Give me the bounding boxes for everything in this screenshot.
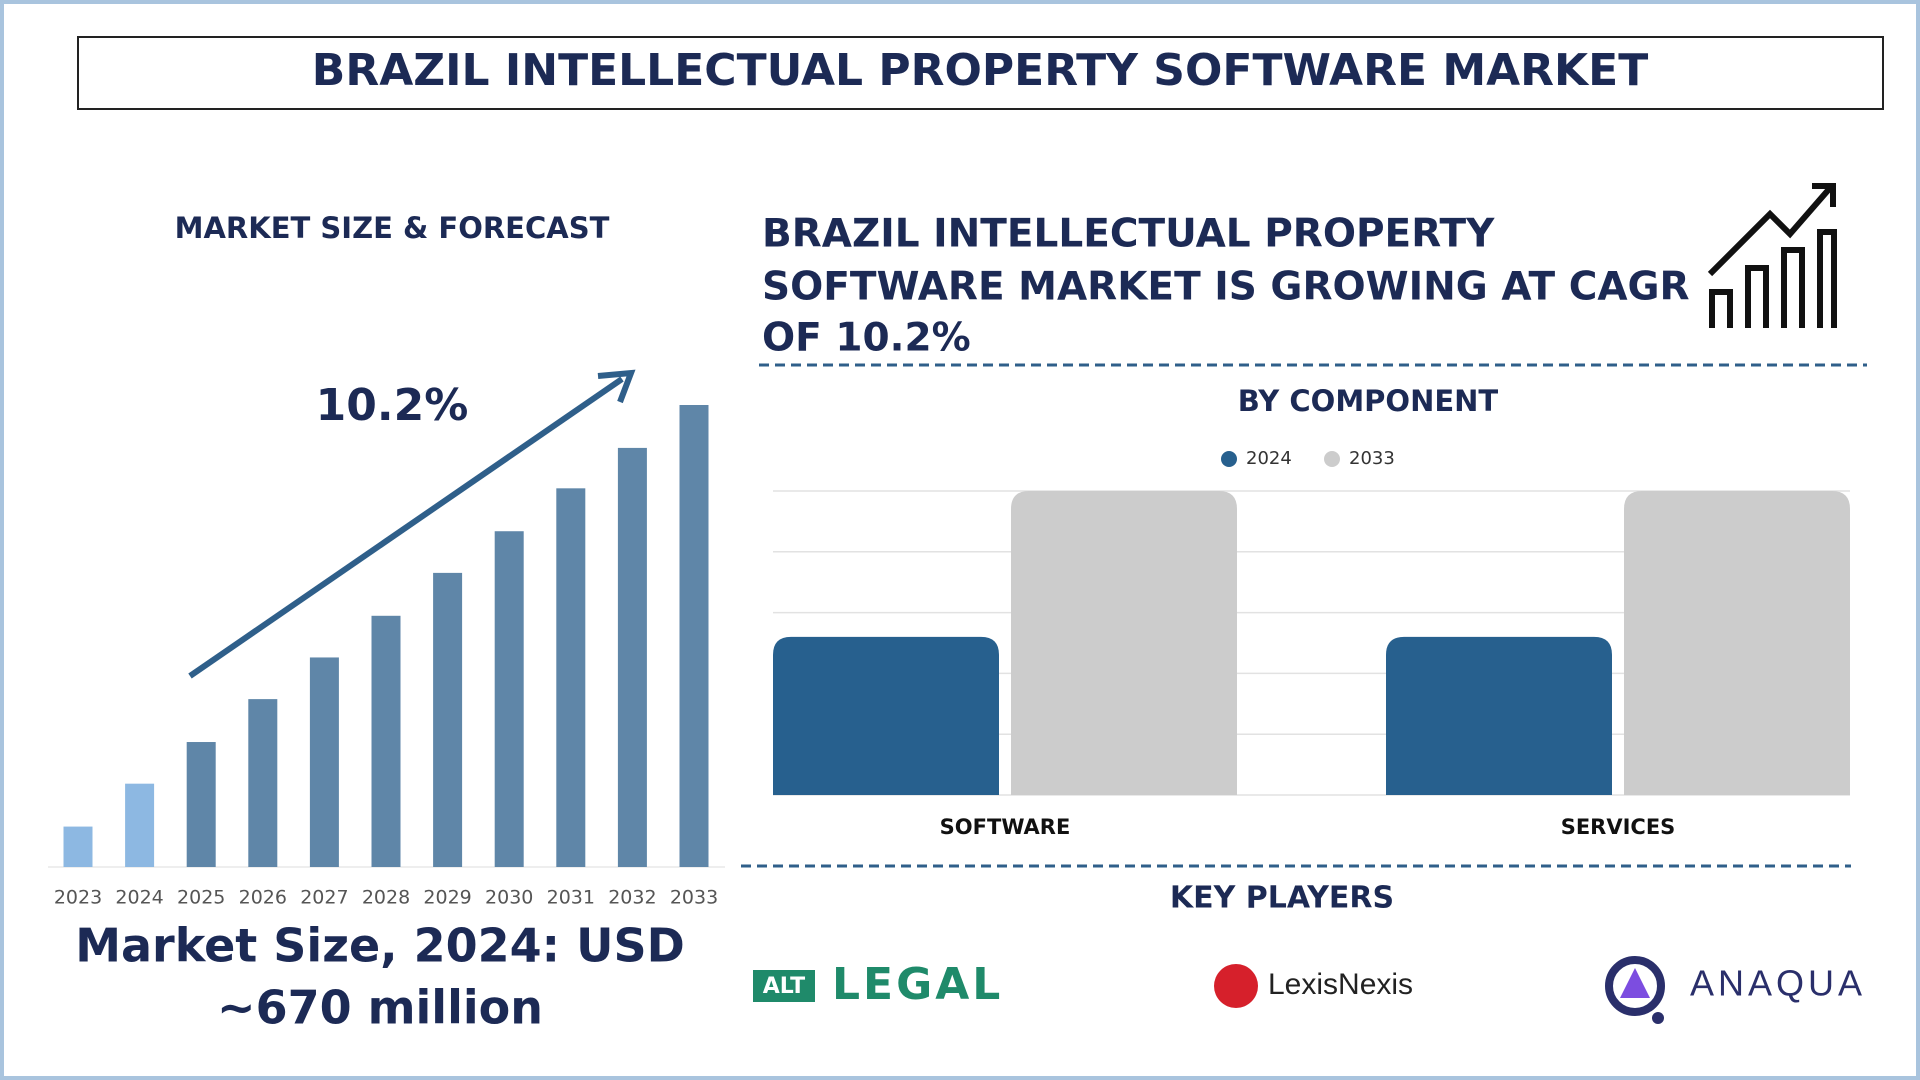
x-tick-label: SERVICES <box>1561 815 1676 839</box>
logo-badge <box>753 970 815 1002</box>
x-tick-label: 2032 <box>608 887 656 909</box>
trend-arrow-head <box>597 369 636 404</box>
legend-label: 2033 <box>1349 448 1395 469</box>
bar <box>773 636 999 795</box>
bar <box>309 657 339 867</box>
x-tick-label: 2024 <box>115 887 163 909</box>
logo-lexisnexis: LexisNexis <box>1214 964 1413 1008</box>
legend-swatch <box>1221 451 1237 467</box>
page-title: BRAZIL INTELLECTUAL PROPERTY SOFTWARE MA… <box>312 45 1648 96</box>
x-tick-label: 2027 <box>300 887 348 909</box>
legend-label: 2024 <box>1246 448 1292 469</box>
headline: SOFTWARE MARKET IS GROWING AT CAGR <box>762 265 1690 310</box>
x-tick-label: 2033 <box>670 887 718 909</box>
x-tick-label: 2029 <box>423 887 471 909</box>
bar <box>125 783 155 867</box>
x-tick-label: 2025 <box>177 887 225 909</box>
x-tick-label: 2028 <box>362 887 410 909</box>
logo-text: LEGAL <box>832 959 1003 1010</box>
bar <box>371 615 401 867</box>
bar <box>1624 491 1850 795</box>
logo-text: ANAQUA <box>1690 963 1866 1004</box>
logo-badge-text: ALT <box>763 974 805 999</box>
x-tick-label: 2026 <box>239 887 287 909</box>
bar <box>63 826 93 867</box>
bar <box>556 488 586 867</box>
logo-mark <box>1605 956 1665 1016</box>
bar <box>433 572 463 867</box>
x-tick-label: SOFTWARE <box>940 815 1071 839</box>
logo-mark <box>1620 968 1650 998</box>
headline: OF 10.2% <box>762 316 971 361</box>
headline: BRAZIL INTELLECTUAL PROPERTY <box>762 212 1495 257</box>
logo-text: LexisNexis <box>1268 968 1413 1001</box>
bar <box>1011 491 1237 795</box>
annotation: 10.2% <box>316 380 469 431</box>
bar <box>679 405 709 867</box>
legend-swatch <box>1324 451 1340 467</box>
market-size-text: ~670 million <box>217 981 543 1035</box>
bar <box>494 531 524 867</box>
growth-icon <box>1707 183 1837 328</box>
x-tick-label: 2030 <box>485 887 533 909</box>
bar <box>248 699 278 867</box>
market-size-text: Market Size, 2024: USD <box>75 919 685 973</box>
trend-arrow <box>188 376 624 679</box>
title-box <box>77 36 1884 110</box>
logo-mark <box>1214 964 1258 1008</box>
key-players-title: KEY PLAYERS <box>1170 881 1394 916</box>
bar <box>1386 636 1612 795</box>
chart-title: MARKET SIZE & FORECAST <box>175 211 610 245</box>
logo-mark <box>1652 1012 1664 1024</box>
x-tick-label: 2031 <box>547 887 595 909</box>
logo-alt-legal: ALT LEGAL <box>753 959 1003 1010</box>
chart-title: BY COMPONENT <box>1238 384 1499 418</box>
logo-anaqua: ANAQUA <box>1605 956 1866 1024</box>
bar <box>617 447 647 867</box>
bar <box>186 742 216 867</box>
x-tick-label: 2023 <box>54 887 102 909</box>
